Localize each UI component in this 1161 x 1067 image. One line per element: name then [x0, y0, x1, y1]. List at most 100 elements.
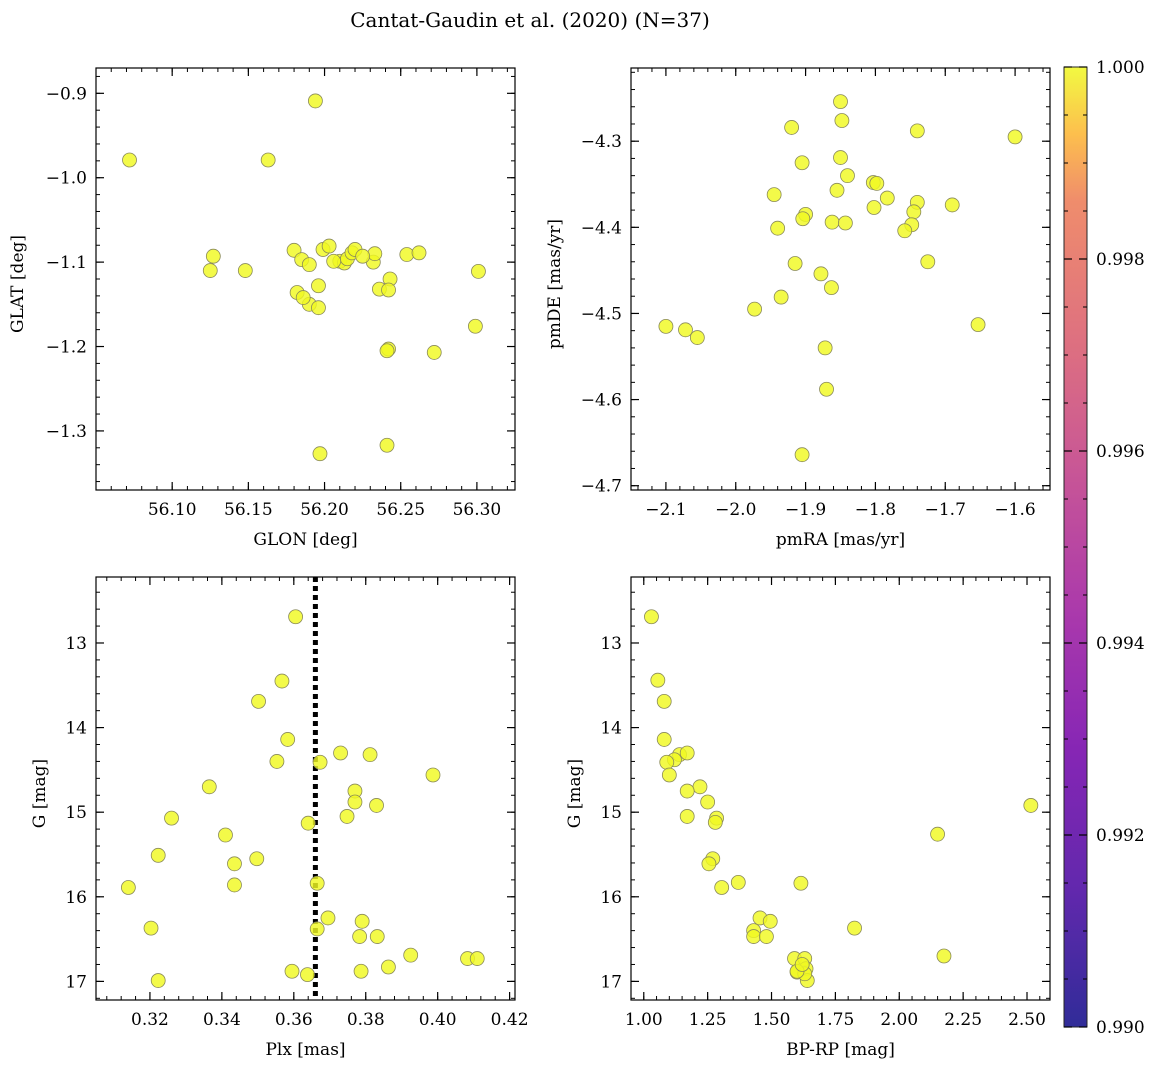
data-point [300, 967, 315, 983]
data-point [320, 910, 336, 926]
x-tick-label: −1.9 [785, 500, 826, 520]
data-point [759, 929, 774, 944]
data-point [794, 957, 810, 972]
data-point [120, 880, 136, 895]
data-point [658, 318, 674, 334]
data-point [678, 322, 693, 338]
data-point [794, 155, 810, 171]
colorbar-tick-label: 0.992 [1096, 826, 1145, 846]
data-point [762, 913, 778, 929]
data-point [312, 446, 328, 462]
data-point [833, 94, 848, 109]
y-tick-label: 15 [600, 803, 622, 823]
data-point [467, 318, 483, 334]
data-point [794, 447, 810, 463]
panel-bprp-g: 1.00 1.25 1.50 1.75 2.00 2.25 2.50 13 14 15 16 17 BP… [565, 576, 1051, 1060]
data-point [819, 381, 834, 397]
x-tick-label: 1.25 [689, 1010, 727, 1030]
data-point [288, 609, 304, 625]
x-axis-label: pmRA [mas/yr] [776, 530, 905, 550]
data-point [833, 150, 848, 165]
x-tick-label: 0.40 [419, 1010, 457, 1030]
data-point [930, 826, 945, 842]
data-point [829, 182, 845, 198]
data-point [824, 280, 839, 296]
data-point [656, 732, 672, 747]
data-point [920, 254, 936, 270]
data-point [308, 93, 323, 109]
data-point [333, 745, 348, 761]
data-point [746, 929, 762, 944]
data-point [840, 168, 855, 184]
data-point [284, 963, 300, 979]
y-tick-label: 17 [600, 972, 622, 992]
y-tick-label: −1.0 [46, 169, 87, 189]
data-point [770, 220, 786, 236]
y-tick-label: −4.5 [581, 304, 622, 324]
plot-frame [95, 67, 516, 491]
data-point [834, 113, 850, 128]
data-point [679, 745, 695, 761]
data-point [355, 248, 371, 264]
data-point [274, 673, 290, 689]
data-point [897, 223, 913, 239]
data-point [260, 152, 276, 168]
data-point [399, 247, 415, 262]
data-point [218, 827, 233, 843]
x-tick-label: 56.20 [300, 500, 349, 520]
colorbar-tick-label: 0.990 [1096, 1018, 1145, 1038]
data-point [321, 238, 337, 254]
data-point [311, 300, 326, 316]
data-point [362, 747, 378, 763]
data-point [381, 282, 396, 298]
x-tick-label: 1.50 [753, 1010, 791, 1030]
data-point [714, 880, 730, 895]
x-tick-label: 2.50 [1008, 1010, 1046, 1030]
colorbar-tick-label: 0.994 [1096, 634, 1145, 654]
y-tick-label: −0.9 [46, 84, 87, 104]
data-point [311, 278, 326, 294]
x-tick-label: 0.38 [347, 1010, 385, 1030]
data-point [679, 809, 695, 824]
y-tick-label: −4.6 [581, 391, 622, 411]
data-point [425, 767, 441, 783]
data-point [312, 754, 328, 770]
x-tick-label: 2.25 [944, 1010, 982, 1030]
data-point [202, 263, 218, 278]
data-point [824, 214, 840, 230]
data-point [644, 609, 659, 625]
x-tick-label: 56.25 [376, 500, 425, 520]
y-tick-label: 17 [65, 972, 87, 992]
data-point [367, 246, 383, 262]
data-point [793, 875, 809, 891]
y-tick-label: 13 [600, 634, 622, 654]
data-point [773, 289, 789, 305]
data-point [301, 257, 317, 273]
data-point [936, 948, 952, 964]
data-point [813, 266, 829, 282]
x-tick-label: 1.00 [625, 1010, 663, 1030]
panel-glon-glat: 56.10 56.15 56.20 56.25 56.30 −0.9 −1.0 −1.1 −1.… [8, 67, 516, 550]
x-tick-label: 0.32 [131, 1010, 169, 1030]
y-tick-label: −1.3 [46, 422, 87, 442]
data-point [309, 921, 325, 937]
x-axis-label: GLON [deg] [253, 530, 357, 550]
data-point [280, 732, 296, 747]
colorbar-tick-label: 0.998 [1096, 250, 1145, 270]
figure-title: Cantat-Gaudin et al. (2020) (N=37) [350, 8, 710, 32]
y-axis-label: G [mag] [30, 759, 50, 828]
data-point [1023, 798, 1039, 813]
data-point [122, 152, 137, 168]
data-point [650, 672, 666, 688]
data-point [249, 851, 265, 867]
data-point [700, 794, 716, 810]
data-point [164, 810, 179, 826]
x-tick-label: 56.15 [224, 500, 273, 520]
data-point [837, 215, 853, 231]
data-point [309, 875, 325, 891]
data-point [471, 264, 486, 279]
data-point [659, 754, 675, 770]
plot-frame [95, 576, 516, 1001]
data-point [227, 856, 242, 872]
data-point [411, 245, 427, 261]
